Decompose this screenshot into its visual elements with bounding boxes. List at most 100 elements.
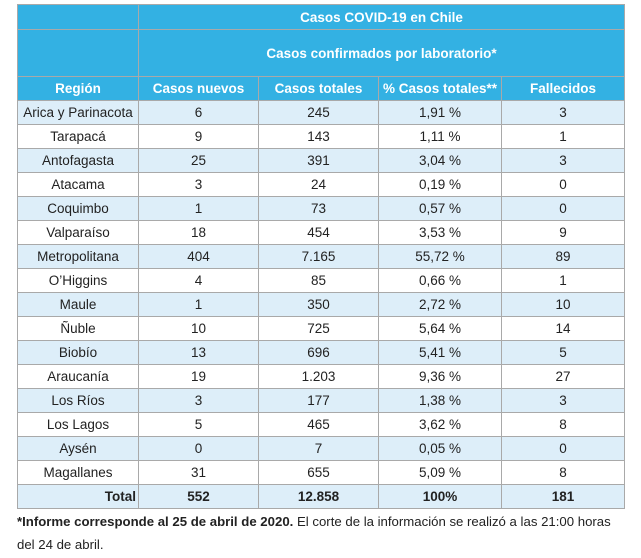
footnote-date: *Informe corresponde al 25 de abril de 2…: [17, 514, 294, 529]
table-row: Coquimbo 1 73 0,57 % 0: [17, 196, 625, 221]
cell-region: Arica y Parinacota: [17, 100, 139, 125]
column-header-new-cases: Casos nuevos: [138, 76, 259, 101]
table-row: Araucanía 19 1.203 9,36 % 27: [17, 364, 625, 389]
table-row: Ñuble 10 725 5,64 % 14: [17, 316, 625, 341]
cell-deaths: 0: [501, 172, 625, 197]
cell-region: Maule: [17, 292, 139, 317]
cell-region: Araucanía: [17, 364, 139, 389]
cell-percent-total: 55,72 %: [378, 244, 502, 269]
cell-total-cases: 245: [258, 100, 379, 125]
cell-new-cases: 404: [138, 244, 259, 269]
total-deaths: 181: [501, 484, 625, 509]
cell-new-cases: 13: [138, 340, 259, 365]
table-subtitle-row: Casos confirmados por laboratorio*: [17, 29, 625, 77]
cell-region: Antofagasta: [17, 148, 139, 173]
cell-region: Aysén: [17, 436, 139, 461]
cell-new-cases: 10: [138, 316, 259, 341]
cell-deaths: 8: [501, 460, 625, 485]
cell-total-cases: 725: [258, 316, 379, 341]
cell-total-cases: 391: [258, 148, 379, 173]
cell-total-cases: 24: [258, 172, 379, 197]
cell-percent-total: 1,11 %: [378, 124, 502, 149]
cell-region: Coquimbo: [17, 196, 139, 221]
cell-percent-total: 3,62 %: [378, 412, 502, 437]
cell-region: Valparaíso: [17, 220, 139, 245]
table-row: Arica y Parinacota 6 245 1,91 % 3: [17, 100, 625, 125]
cell-total-cases: 177: [258, 388, 379, 413]
total-label: Total: [17, 484, 139, 509]
cell-new-cases: 18: [138, 220, 259, 245]
cell-percent-total: 3,53 %: [378, 220, 502, 245]
cell-new-cases: 1: [138, 196, 259, 221]
report-footnote: *Informe corresponde al 25 de abril de 2…: [17, 510, 617, 556]
column-header-row: Región Casos nuevos Casos totales % Caso…: [17, 76, 625, 101]
cell-new-cases: 25: [138, 148, 259, 173]
cell-new-cases: 3: [138, 388, 259, 413]
cell-new-cases: 6: [138, 100, 259, 125]
cell-percent-total: 5,64 %: [378, 316, 502, 341]
covid-table-container: Casos COVID-19 en Chile Casos confirmado…: [17, 4, 625, 509]
header-blank-cell: [17, 4, 139, 30]
cell-deaths: 3: [501, 100, 625, 125]
total-total-cases: 12.858: [258, 484, 379, 509]
covid-cases-table: Casos COVID-19 en Chile Casos confirmado…: [17, 4, 625, 509]
cell-total-cases: 655: [258, 460, 379, 485]
cell-percent-total: 9,36 %: [378, 364, 502, 389]
table-subtitle: Casos confirmados por laboratorio*: [138, 29, 625, 77]
cell-total-cases: 465: [258, 412, 379, 437]
table-title: Casos COVID-19 en Chile: [138, 4, 625, 30]
cell-total-cases: 696: [258, 340, 379, 365]
column-header-region: Región: [17, 76, 139, 101]
cell-region: Atacama: [17, 172, 139, 197]
cell-total-cases: 1.203: [258, 364, 379, 389]
cell-region: Ñuble: [17, 316, 139, 341]
cell-deaths: 14: [501, 316, 625, 341]
cell-region: Los Ríos: [17, 388, 139, 413]
cell-deaths: 5: [501, 340, 625, 365]
table-row: Magallanes 31 655 5,09 % 8: [17, 460, 625, 485]
column-header-percent-total: % Casos totales**: [378, 76, 502, 101]
cell-total-cases: 454: [258, 220, 379, 245]
table-row: Los Lagos 5 465 3,62 % 8: [17, 412, 625, 437]
cell-new-cases: 31: [138, 460, 259, 485]
cell-percent-total: 5,09 %: [378, 460, 502, 485]
total-row: Total 552 12.858 100% 181: [17, 484, 625, 509]
cell-deaths: 3: [501, 148, 625, 173]
header-blank-cell: [17, 29, 139, 77]
cell-deaths: 3: [501, 388, 625, 413]
cell-deaths: 1: [501, 268, 625, 293]
cell-total-cases: 350: [258, 292, 379, 317]
table-title-row: Casos COVID-19 en Chile: [17, 4, 625, 30]
cell-deaths: 0: [501, 436, 625, 461]
footnote-cutoff: El corte de la información se realizó a …: [17, 514, 611, 552]
table-row: Biobío 13 696 5,41 % 5: [17, 340, 625, 365]
column-header-total-cases: Casos totales: [258, 76, 379, 101]
cell-percent-total: 0,05 %: [378, 436, 502, 461]
cell-percent-total: 2,72 %: [378, 292, 502, 317]
cell-total-cases: 143: [258, 124, 379, 149]
cell-percent-total: 5,41 %: [378, 340, 502, 365]
cell-total-cases: 85: [258, 268, 379, 293]
cell-new-cases: 0: [138, 436, 259, 461]
table-row: O’Higgins 4 85 0,66 % 1: [17, 268, 625, 293]
cell-deaths: 27: [501, 364, 625, 389]
table-row: Valparaíso 18 454 3,53 % 9: [17, 220, 625, 245]
table-row: Tarapacá 9 143 1,11 % 1: [17, 124, 625, 149]
cell-new-cases: 5: [138, 412, 259, 437]
cell-percent-total: 3,04 %: [378, 148, 502, 173]
cell-region: Biobío: [17, 340, 139, 365]
cell-total-cases: 7: [258, 436, 379, 461]
cell-new-cases: 19: [138, 364, 259, 389]
cell-region: O’Higgins: [17, 268, 139, 293]
table-row: Atacama 3 24 0,19 % 0: [17, 172, 625, 197]
cell-new-cases: 9: [138, 124, 259, 149]
cell-new-cases: 3: [138, 172, 259, 197]
cell-deaths: 1: [501, 124, 625, 149]
cell-new-cases: 1: [138, 292, 259, 317]
cell-deaths: 8: [501, 412, 625, 437]
table-row: Los Ríos 3 177 1,38 % 3: [17, 388, 625, 413]
cell-region: Tarapacá: [17, 124, 139, 149]
table-row: Antofagasta 25 391 3,04 % 3: [17, 148, 625, 173]
cell-new-cases: 4: [138, 268, 259, 293]
cell-region: Magallanes: [17, 460, 139, 485]
